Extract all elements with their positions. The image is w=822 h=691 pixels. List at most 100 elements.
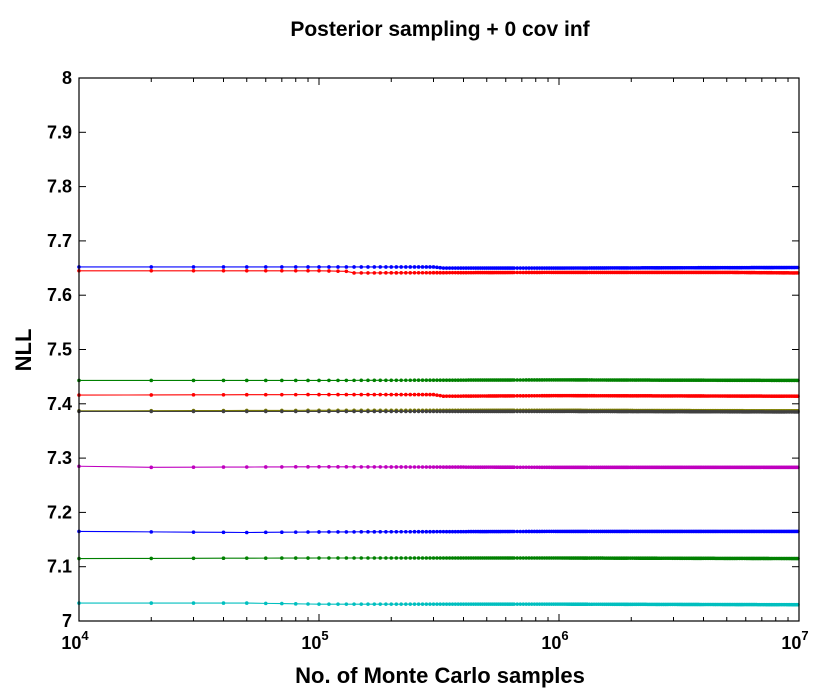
series-7-point bbox=[191, 465, 196, 469]
series-8-point bbox=[537, 529, 542, 534]
series-6-point bbox=[428, 409, 432, 414]
series-8-point bbox=[438, 529, 443, 534]
series-2-point bbox=[306, 268, 310, 273]
series-3-point bbox=[149, 378, 154, 383]
series-1-point bbox=[447, 266, 452, 270]
series-4-point bbox=[518, 394, 523, 398]
series-7-point bbox=[412, 465, 417, 469]
series-3-point bbox=[453, 378, 458, 382]
series-1-point bbox=[352, 265, 356, 269]
series-8 bbox=[77, 529, 800, 535]
series-3-point bbox=[412, 378, 417, 383]
series-10-point bbox=[450, 602, 455, 606]
series-8-point bbox=[420, 529, 425, 534]
series-8-point bbox=[450, 529, 455, 534]
series-7-point bbox=[521, 465, 526, 470]
series-9-point bbox=[456, 556, 460, 560]
series-7-point bbox=[431, 465, 436, 469]
series-8-point bbox=[191, 530, 196, 534]
series-6-point bbox=[459, 409, 463, 414]
series-4-point bbox=[399, 392, 403, 397]
series-2-point bbox=[404, 271, 408, 275]
series-1-point bbox=[359, 265, 364, 269]
series-8-point bbox=[453, 529, 458, 534]
series-2-point bbox=[532, 270, 537, 275]
series-6-point bbox=[535, 409, 539, 414]
series-4-point bbox=[459, 394, 463, 398]
series-10-point bbox=[378, 602, 383, 606]
series-1-point bbox=[280, 265, 284, 269]
series-10-point bbox=[359, 602, 364, 606]
series-3-point bbox=[515, 378, 520, 382]
series-4-point bbox=[435, 393, 439, 397]
series-4-point bbox=[420, 392, 425, 397]
series-7-point bbox=[512, 465, 516, 470]
series-8-point bbox=[461, 529, 466, 534]
series-4-point bbox=[336, 392, 340, 397]
series-8-point bbox=[244, 530, 249, 535]
series-8-point bbox=[512, 529, 516, 534]
series-9-point bbox=[384, 556, 388, 560]
series-9-point bbox=[149, 556, 154, 561]
series-7-point bbox=[441, 465, 446, 469]
series-2-point bbox=[221, 268, 226, 273]
series-7-point bbox=[535, 465, 539, 470]
series-6-point bbox=[420, 409, 425, 414]
series-4-point bbox=[317, 392, 321, 397]
series-9-point bbox=[372, 556, 377, 560]
series-6-point bbox=[438, 409, 443, 414]
y-tick-label: 7.5 bbox=[47, 340, 72, 360]
series-10-point bbox=[529, 602, 534, 606]
series-2-point bbox=[378, 271, 383, 275]
series-2-point bbox=[149, 268, 154, 273]
series-3-point bbox=[456, 378, 460, 382]
series-8-point bbox=[408, 529, 413, 534]
series-4-point bbox=[431, 392, 436, 397]
series-4-point bbox=[512, 394, 516, 398]
y-tick-label: 7.4 bbox=[47, 394, 72, 414]
series-2-point bbox=[441, 270, 446, 275]
series-8-point bbox=[447, 529, 452, 534]
series-1-point bbox=[416, 265, 421, 269]
series-1-point bbox=[244, 265, 249, 269]
series-4-point bbox=[515, 394, 520, 398]
y-tick-label: 7.1 bbox=[47, 557, 72, 577]
series-8-point bbox=[518, 529, 523, 534]
series-2-point bbox=[464, 270, 468, 275]
series-3-point bbox=[263, 378, 268, 383]
series-3-point bbox=[450, 378, 455, 382]
series-6-point bbox=[424, 409, 429, 414]
series-8-point bbox=[444, 529, 449, 534]
series-10-point bbox=[366, 602, 370, 606]
series-10-point bbox=[435, 602, 439, 606]
series-8-point bbox=[428, 529, 432, 534]
series-8-point bbox=[378, 530, 383, 534]
series-4-point bbox=[444, 394, 449, 398]
series-10-point bbox=[438, 602, 443, 606]
series-2-point bbox=[293, 268, 298, 273]
series-9-point bbox=[344, 556, 349, 560]
series-1-point bbox=[378, 265, 383, 269]
series-4-point bbox=[521, 394, 526, 398]
series-10-point bbox=[327, 602, 331, 606]
series-3-point bbox=[344, 378, 349, 383]
series-9-point bbox=[529, 556, 534, 560]
series-3-point bbox=[389, 378, 394, 383]
series-2-point bbox=[327, 269, 331, 273]
series-8-point bbox=[464, 529, 468, 534]
series-1-point bbox=[537, 266, 542, 270]
series-9-point bbox=[524, 556, 528, 560]
series-10-point bbox=[518, 602, 523, 606]
series-1-point bbox=[317, 265, 321, 269]
series-4-point bbox=[149, 393, 154, 397]
series-6-point bbox=[404, 409, 408, 414]
series-8-point bbox=[359, 530, 364, 534]
series-7-point bbox=[352, 465, 356, 469]
series-8-point bbox=[293, 530, 298, 534]
series-7-point bbox=[366, 465, 370, 469]
series-1-point bbox=[524, 266, 528, 270]
series-3-point bbox=[221, 378, 226, 383]
series-2-point bbox=[191, 268, 196, 273]
series-7-point bbox=[384, 465, 388, 469]
series-3 bbox=[77, 378, 800, 383]
